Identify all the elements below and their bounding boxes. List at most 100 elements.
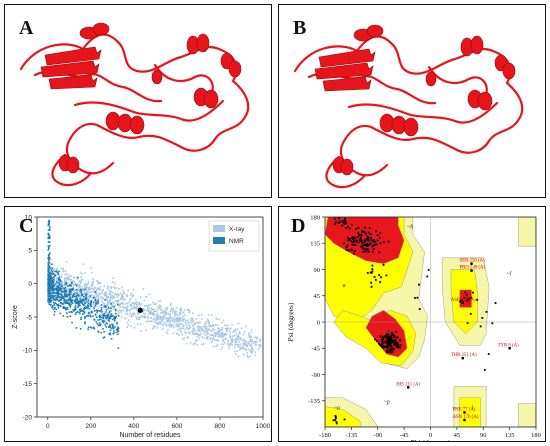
xray-point <box>254 354 257 357</box>
nmr-point <box>52 287 54 289</box>
residue-point <box>379 232 382 234</box>
xray-point <box>179 307 182 310</box>
region-label: L <box>465 295 470 301</box>
xray-point <box>234 343 237 345</box>
nmr-point <box>67 293 69 296</box>
nmr-point <box>85 300 88 303</box>
nmr-point <box>65 290 68 293</box>
nmr-point <box>70 300 73 303</box>
xray-point <box>147 317 149 320</box>
nmr-point <box>74 308 77 311</box>
nmr-point <box>53 304 56 306</box>
xray-point <box>214 335 217 338</box>
xray-point <box>211 324 213 327</box>
nmr-point <box>65 308 67 311</box>
xray-point <box>212 337 214 340</box>
xray-point <box>217 335 220 337</box>
nmr-point <box>51 267 53 270</box>
xray-point <box>120 311 122 314</box>
nmr-point <box>100 306 103 309</box>
xray-point <box>133 313 136 315</box>
residue-point <box>341 224 344 227</box>
nmr-point <box>47 279 50 282</box>
xray-point <box>110 287 112 290</box>
residue-point <box>372 240 374 243</box>
residue-point <box>361 241 364 244</box>
nmr-point <box>109 329 112 331</box>
xray-point <box>238 332 241 335</box>
nmr-point <box>63 298 66 301</box>
xray-point <box>187 331 190 333</box>
protein-structure-b <box>293 24 524 189</box>
nmr-point <box>108 326 110 328</box>
residue-point <box>334 221 337 224</box>
nmr-point <box>103 315 106 317</box>
xray-point <box>125 306 128 308</box>
residue-point <box>346 244 349 247</box>
xray-point <box>156 315 159 318</box>
nmr-point <box>92 301 95 304</box>
nmr-point <box>48 303 51 305</box>
nmr-point <box>57 296 60 299</box>
xray-point <box>158 304 161 306</box>
xray-point <box>178 324 181 326</box>
xray-point <box>201 313 203 316</box>
xray-point <box>130 305 133 307</box>
nmr-point <box>107 313 110 316</box>
residue-point <box>352 241 355 243</box>
residue-point <box>366 245 369 248</box>
xray-point <box>90 287 92 290</box>
nmr-point <box>65 299 68 301</box>
residue-point <box>388 342 391 345</box>
nmr-point <box>82 307 85 310</box>
xray-point <box>221 321 223 324</box>
residue-point <box>355 228 358 230</box>
xray-point <box>71 281 74 283</box>
xray-point <box>117 310 120 313</box>
residue-point <box>364 239 366 242</box>
residue-point <box>345 248 348 251</box>
xray-point <box>114 293 116 296</box>
nmr-point <box>51 271 54 273</box>
xray-point <box>148 307 150 309</box>
xray-point <box>63 284 65 286</box>
xray-point <box>56 269 58 271</box>
nmr-point <box>87 326 90 329</box>
nmr-point <box>47 282 50 285</box>
residue-point <box>347 236 350 239</box>
xray-point <box>190 321 193 324</box>
xray-point <box>111 306 113 309</box>
nmr-point <box>103 320 106 323</box>
xray-point <box>67 282 69 284</box>
xray-point <box>116 302 118 305</box>
xray-point <box>145 295 148 298</box>
nmr-point <box>50 272 53 275</box>
residue-point <box>348 227 351 230</box>
nmr-point <box>101 320 104 323</box>
xray-point <box>103 285 106 288</box>
xray-point <box>166 319 168 322</box>
xray-point <box>61 288 64 290</box>
xray-point <box>86 297 89 299</box>
xray-point <box>101 301 103 303</box>
xray-point <box>206 331 208 334</box>
residue-point <box>334 223 337 225</box>
xray-point <box>250 335 253 338</box>
nmr-point <box>53 295 55 298</box>
xray-point <box>224 337 227 340</box>
residue-point <box>351 237 354 239</box>
xray-point <box>152 326 155 329</box>
xray-point <box>132 312 134 315</box>
xray-point <box>227 327 230 330</box>
xray-point <box>196 339 199 341</box>
residue-point <box>344 220 347 223</box>
residue-point <box>360 237 363 239</box>
xray-point <box>186 308 189 311</box>
nmr-point <box>49 298 52 301</box>
outlier-label: HIS 211 (A) <box>396 382 420 387</box>
xray-point <box>164 308 167 310</box>
xray-point <box>126 308 129 311</box>
nmr-point <box>72 294 74 297</box>
nmr-point <box>47 275 50 278</box>
nmr-point <box>102 317 105 320</box>
